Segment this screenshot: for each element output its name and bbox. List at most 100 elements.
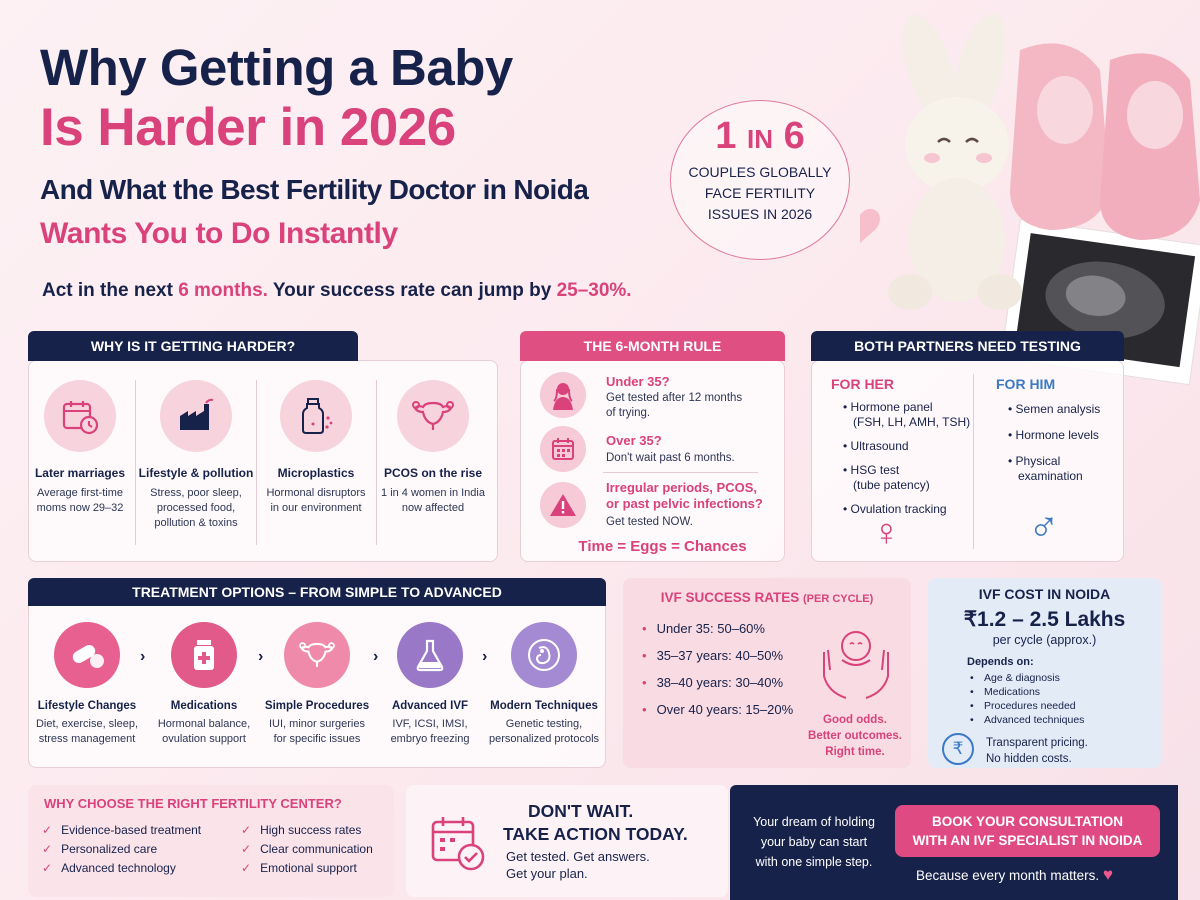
- chevron-right-icon: ›: [482, 648, 488, 665]
- why-sub-line: 1 in 4 women in India: [381, 487, 485, 499]
- partners-title: BOTH PARTNERS NEED TESTING: [811, 331, 1124, 361]
- success-note-line: Right time.: [825, 746, 885, 758]
- success-rates-title-sub: (PER CYCLE): [803, 593, 874, 605]
- baby-items-illustration: [860, 13, 1200, 386]
- treatment-sub-line: for specific issues: [273, 733, 361, 745]
- stat-caption-3: ISSUES IN 2026: [707, 206, 813, 222]
- calendar-check-icon: [431, 817, 485, 871]
- rule-heading: Under 35?: [606, 374, 670, 389]
- rule-sub-line: of trying.: [606, 407, 651, 419]
- partners-card: [811, 360, 1124, 562]
- treatment-advanced-ivf: Advanced IVF IVF, ICSI, IMSI, embryo fre…: [364, 622, 496, 747]
- rule-sub-line: Get tested NOW.: [606, 516, 693, 528]
- success-rates-card: [623, 578, 911, 768]
- choose-item: ✓ Advanced technology: [42, 861, 176, 875]
- rate-item: Over 40 years: 15–20%: [642, 702, 794, 717]
- bottle-icon: [280, 380, 352, 452]
- why-item-lifestyle: Lifestyle & pollution Stress, poor sleep…: [137, 380, 255, 531]
- her-item-text: Hormone panel: [850, 400, 933, 414]
- cost-factor: Procedures needed: [970, 699, 1084, 713]
- stat-circle: 1 IN 6 COUPLES GLOBALLY FACE FERTILITY I…: [670, 100, 850, 260]
- hands-baby-icon: [823, 631, 889, 699]
- check-icon: ✓: [42, 823, 53, 837]
- rule-heading-line: or past pelvic infections?: [606, 496, 763, 511]
- why-harder-title: WHY IS IT GETTING HARDER?: [28, 331, 358, 361]
- heart-icon: ♥: [1102, 865, 1113, 884]
- him-item: • Semen analysis: [1008, 402, 1101, 416]
- him-item-text: Semen analysis: [1015, 402, 1101, 416]
- why-item-title: Later marriages: [34, 466, 126, 480]
- chevron-right-icon: ›: [258, 648, 264, 665]
- him-item-text: Hormone levels: [1015, 428, 1099, 442]
- why-choose-title: WHY CHOOSE THE RIGHT FERTILITY CENTER?: [44, 796, 342, 811]
- for-her-list: • Hormone panel (FSH, LH, AMH, TSH) • Ul…: [831, 400, 971, 517]
- chevron-right-icon: ›: [373, 648, 379, 665]
- choose-item-text: Advanced technology: [61, 861, 176, 875]
- why-item-microplastics: Microplastics Hormonal disruptors in our…: [257, 380, 375, 516]
- success-note-line: Better outcomes.: [808, 730, 902, 742]
- calendar-clock-icon: [44, 380, 116, 452]
- treatment-sub-line: ovulation support: [162, 733, 246, 745]
- ivf-cost-list: Age & diagnosis Medications Procedures n…: [970, 671, 1084, 727]
- pricing-note: Transparent pricing. No hidden costs.: [986, 735, 1088, 767]
- why-item-sub: Hormonal disruptors in our environment: [257, 486, 375, 516]
- stat-caption: COUPLES GLOBALLY FACE FERTILITY ISSUES I…: [671, 162, 849, 225]
- why-sub-line: Average first-time: [37, 487, 123, 499]
- why-sub-line: processed food,: [156, 502, 236, 514]
- why-item-sub: Average first-time moms now 29–32: [21, 486, 139, 516]
- flask-icon: [397, 622, 463, 688]
- him-item: • Physical: [1008, 454, 1061, 468]
- woman-icon: [540, 372, 586, 418]
- him-item-text: examination: [1018, 469, 1083, 483]
- book-button-line: WITH AN IVF SPECIALIST IN NOIDA: [912, 833, 1143, 848]
- factory-icon: [160, 380, 232, 452]
- treatment-item-title: Medications: [170, 700, 238, 712]
- her-item: • HSG test: [843, 463, 900, 477]
- action-tagline: Act in the next 6 months. Your success r…: [42, 280, 632, 302]
- why-item-pcos: PCOS on the rise 1 in 4 women in India n…: [374, 380, 492, 516]
- check-icon: ✓: [241, 842, 252, 856]
- dream-line: your baby can start: [760, 835, 868, 849]
- pill-icon: [54, 622, 120, 688]
- cost-factor: Advanced techniques: [970, 713, 1084, 727]
- him-item: • Hormone levels: [1008, 428, 1099, 442]
- embryo-icon: [511, 622, 577, 688]
- rule-footer: Time = Eggs = Chances: [578, 538, 747, 555]
- act-pct: 25–30%.: [556, 280, 632, 301]
- book-button-line: BOOK YOUR CONSULTATION: [932, 814, 1123, 829]
- why-sub-line: Hormonal disruptors: [266, 487, 366, 499]
- dream-line: Your dream of holding: [753, 815, 875, 829]
- ivf-cost-per: per cycle (approx.): [992, 633, 1097, 647]
- why-item-title: Microplastics: [277, 466, 355, 480]
- choose-item-text: Personalized care: [61, 842, 158, 856]
- rate-item: 38–40 years: 30–40%: [642, 675, 783, 690]
- heart-icon: [860, 209, 880, 243]
- female-symbol-icon: ♀: [872, 512, 901, 554]
- her-item-text: (tube patency): [853, 478, 930, 492]
- check-icon: ✓: [241, 861, 252, 875]
- rule-irregular: Irregular periods, PCOS, or past pelvic …: [540, 480, 770, 536]
- why-item-title: Lifestyle & pollution: [138, 466, 254, 480]
- dream-text: Your dream of holding your baby can star…: [744, 812, 884, 872]
- rule-heading: Over 35?: [606, 433, 662, 448]
- treatment-modern-techniques: Modern Techniques Genetic testing, perso…: [478, 622, 610, 747]
- book-consultation-button[interactable]: BOOK YOUR CONSULTATION WITH AN IVF SPECI…: [895, 805, 1160, 857]
- treatment-sub-line: IUI, minor surgeries: [269, 718, 365, 730]
- why-sub-line: Stress, poor sleep,: [150, 487, 242, 499]
- check-icon: ✓: [241, 823, 252, 837]
- choose-item: ✓ Evidence-based treatment: [42, 823, 201, 837]
- stat-ratio-in: IN: [747, 124, 773, 154]
- medicine-bottle-icon: [171, 622, 237, 688]
- rule-heading-line: Irregular periods, PCOS,: [606, 480, 757, 495]
- act-mid: Your success rate can jump by: [267, 280, 557, 301]
- ivf-cost-depends: Depends on:: [967, 656, 1034, 668]
- her-item: (tube patency): [841, 478, 971, 493]
- cta-sub-line: Get tested. Get answers.: [506, 849, 650, 864]
- uterus-icon: [284, 622, 350, 688]
- ivf-cost-amount: ₹1.2 – 2.5 Lakhs: [963, 608, 1126, 631]
- why-item-title: PCOS on the rise: [383, 466, 483, 480]
- pricing-note-line: No hidden costs.: [986, 753, 1072, 765]
- treatment-simple-procedures: Simple Procedures IUI, minor surgeries f…: [251, 622, 383, 747]
- why-choose-card: [28, 785, 394, 897]
- treatment-item-sub: IUI, minor surgeries for specific issues: [251, 717, 383, 747]
